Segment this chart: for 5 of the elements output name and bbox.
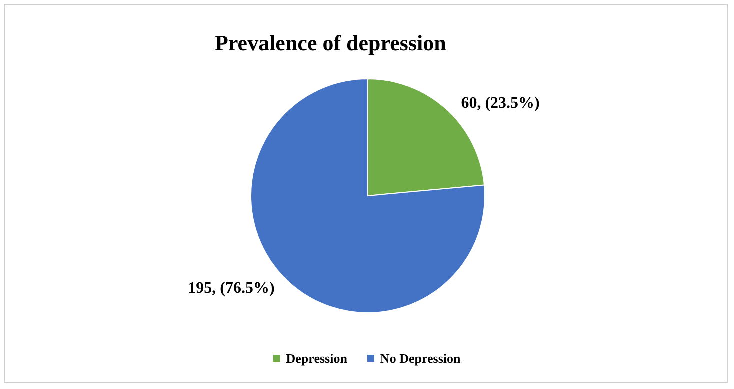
- legend-label: Depression: [286, 351, 348, 366]
- legend-label: No Depression: [380, 351, 462, 366]
- data-label: 195, (76.5%): [188, 280, 275, 297]
- chart-title: Prevalence of depression: [215, 30, 446, 56]
- data-label: 60, (23.5%): [461, 95, 540, 112]
